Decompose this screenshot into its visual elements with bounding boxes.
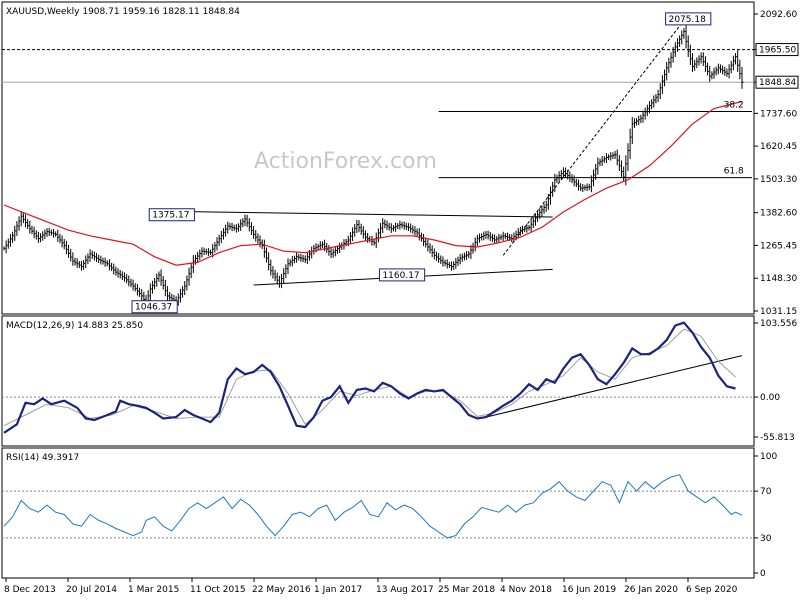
x-tick-label: 13 Aug 2017: [376, 585, 434, 595]
y-tick-label: 103.556: [760, 319, 797, 329]
price-annotation-label: 1160.17: [382, 271, 419, 281]
price-annotation-label: 2075.18: [669, 15, 706, 25]
x-tick-label: 22 May 2016: [252, 585, 311, 595]
fib-level-label: 38.2: [724, 101, 744, 111]
y-tick-label: 1503.30: [760, 175, 797, 185]
y-tick-label: 1620.45: [760, 142, 797, 152]
annotations-layer: 2075.18 1375.17 1160.17 1046.37 38.2 61.8: [131, 12, 744, 314]
series-layer: [3, 24, 744, 539]
price-trendline: [154, 210, 553, 218]
watermark: ActionForex.com: [254, 149, 437, 174]
price-annotation-box: [131, 300, 178, 314]
macd-panel-frame: [1, 315, 755, 447]
price-annotation-box: [378, 268, 426, 282]
macd-trendline: [485, 355, 743, 418]
y-tick-label: 1265.45: [760, 241, 797, 251]
x-tick-label: 16 Jun 2019: [562, 585, 616, 595]
y-tick-label: 2092.60: [760, 10, 797, 20]
reference-lines: [2, 20, 754, 539]
price-annotation-label: 1046.37: [135, 303, 172, 313]
price-panel-title: XAUUSD,Weekly 1908.71 1959.16 1828.11 18…: [6, 7, 240, 17]
rsi-line: [3, 474, 743, 539]
y-tick-label: 70: [760, 487, 772, 497]
price-panel-frame: [1, 1, 755, 315]
price-trendline: [502, 20, 685, 256]
x-tick-label: 4 Nov 2018: [500, 585, 552, 595]
x-tick-label: 20 Jul 2014: [66, 585, 117, 595]
y-tick-label: 1148.30: [760, 274, 797, 284]
y-tick-label: -55.813: [760, 433, 795, 443]
x-tick-label: 26 Jan 2020: [624, 585, 678, 595]
price-annotation-box: [665, 12, 712, 26]
y-tick-label: 0.00: [760, 393, 780, 403]
y-tick-label: 30: [760, 534, 772, 544]
x-tick-label: 1 Mar 2015: [128, 585, 179, 595]
x-tick-label: 11 Oct 2015: [190, 585, 246, 595]
price-label-text: 1965.50: [759, 46, 796, 56]
macd-panel-title: MACD(12,26,9) 14.883 25.850: [6, 321, 143, 331]
price-label-text: 1848.84: [759, 78, 796, 88]
axis-layer: 2092.60 1965.50 1848.84 1737.60 1620.45 1503.…: [4, 10, 799, 595]
price-label-box: [755, 75, 799, 89]
moving-average-line: [3, 100, 743, 266]
x-tick-label: 1 Jan 2017: [314, 585, 362, 595]
y-tick-label: 1737.60: [760, 109, 797, 119]
y-tick-label: 1031.15: [760, 307, 797, 317]
x-tick-label: 6 Sep 2020: [686, 585, 738, 595]
price-label-box: [755, 43, 799, 57]
x-tick-label: 25 Mar 2018: [438, 585, 495, 595]
rsi-panel-title: RSI(14) 49.3917: [6, 453, 79, 463]
rsi-panel-frame: [1, 447, 755, 579]
price-annotation-label: 1375.17: [152, 211, 189, 221]
y-tick-label: 0: [760, 569, 766, 579]
fib-level-label: 61.8: [724, 167, 744, 177]
x-tick-label: 8 Dec 2013: [4, 585, 56, 595]
y-tick-label: 100: [760, 452, 777, 462]
price-annotation-box: [148, 208, 195, 222]
macd-line: [3, 321, 736, 434]
y-tick-label: 1382.60: [760, 209, 797, 219]
